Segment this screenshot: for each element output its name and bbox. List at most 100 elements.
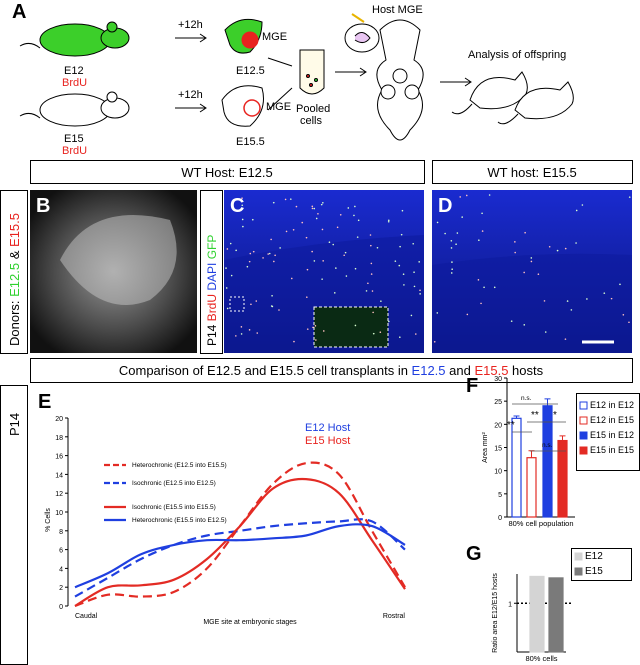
error-bar [528,450,535,458]
y-tick-label: 5 [498,492,502,499]
cell-dot [451,268,453,271]
diagram-label: Analysis of offspring [468,49,566,61]
cell-dot [388,320,390,323]
y-tick-label: 6 [59,548,63,555]
cell-dot [332,243,335,246]
y-tick-label: 8 [59,529,63,536]
cell-dot [575,209,578,212]
cell-dot [619,283,621,286]
y-tick-label: 20 [55,416,63,423]
cell-dot [354,267,357,270]
side-label-part: E15.5 [7,213,22,247]
y-tick-label: 25 [494,399,502,406]
cell-dot [270,305,273,307]
side-label-part: P14 [205,321,219,346]
cell-dot [321,228,324,231]
cell-dot [456,232,459,234]
cell-dot [414,333,417,335]
diagram-label: MGE [262,31,287,43]
cell-dot [301,221,304,224]
x-tick-label: 80% cells [525,654,557,663]
cell-dot [465,194,468,197]
cell-dot [371,290,374,292]
side-label-part: GFP [205,235,219,263]
x-tick-label: Rostral [383,613,406,620]
cell-dot [543,300,546,302]
cell-dot [398,264,401,267]
comparison-header-part: and [446,363,475,378]
cell-dot [333,292,336,294]
significance-label: n.s. [542,442,553,449]
cell-dot [242,225,244,228]
significance-label: * [553,410,557,421]
diagram-label: E12.5 [236,65,265,77]
y-tick-label: 30 [494,376,502,383]
cell-dot [575,242,577,244]
panel-letter: E [38,391,51,413]
inset-region [229,296,245,312]
cell-dot [321,278,323,280]
series-line [74,523,406,589]
cell-dot [530,257,533,259]
cell-dot [328,241,331,244]
cell-dot [226,248,229,250]
cell-dot [493,286,496,289]
cell-dot [450,247,453,249]
cell-dot [544,331,547,333]
legend-label: E12 in E12 [590,400,634,410]
legend-swatch [579,401,588,410]
side-label: P14 [7,413,22,436]
cell-dot [305,236,308,239]
cell-dot [322,260,324,262]
legend-label: E12 Host [305,422,350,434]
cell-dot [289,198,292,200]
y-axis-label: Area mm² [482,431,489,462]
cell-dot [229,242,232,245]
cell-dot [367,282,369,285]
cell-dot [480,302,482,305]
cell-dot [315,339,317,341]
header: WT host: E15.5 [487,165,576,180]
cell-dot [419,293,421,295]
cell-dot [248,329,251,331]
panel-letter: A [12,1,26,23]
cell-dot [335,267,337,269]
cell-dot [523,324,526,326]
cell-dot [370,262,373,265]
cell-dot [603,292,606,294]
cell-dot [279,247,281,249]
cell-dot [293,340,295,343]
bar [511,417,522,518]
cell-dot [548,245,551,248]
cell-dot [248,260,251,263]
legend-swatch [579,446,588,455]
cell-dot [225,267,227,269]
panel-a-art [19,13,574,141]
y-tick-label: 10 [55,510,63,517]
cell-dot [315,217,318,220]
cell-dot [394,260,397,262]
cell-dot [285,230,288,233]
cell-dot [455,243,457,246]
diagram-label: cells [300,115,323,127]
labeled-cells [225,194,631,343]
cell-dot [313,260,316,262]
significance-label: ** [507,420,515,431]
cell-dot [312,326,314,329]
cell-dot [343,254,345,257]
cell-dot [344,251,347,254]
x-axis-label: MGE site at embryonic stages [203,619,297,626]
cell-dot [433,340,436,343]
cell-dot [400,233,403,236]
cell-dot [241,218,244,221]
cell-dot [387,220,390,223]
cell-dot [249,252,252,255]
cell-dot [481,212,483,215]
diagram-label: Pooled [296,103,330,115]
y-tick-label: 0 [498,515,502,522]
cell-dot [481,230,484,232]
comparison-header: Comparison of E12.5 and E15.5 cell trans… [119,363,544,378]
cell-dot [365,290,368,292]
error-bar [513,415,520,419]
